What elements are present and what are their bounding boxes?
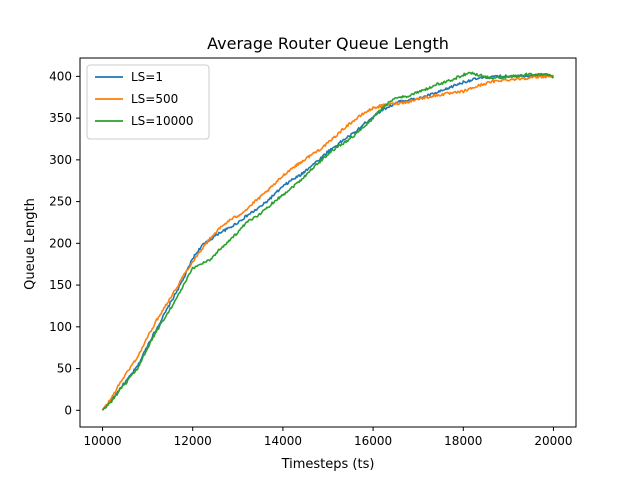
y-tick-label: 350	[49, 111, 72, 125]
series-line-2	[101, 74, 555, 411]
y-axis-label: Queue Length	[23, 198, 38, 290]
y-tick-label: 100	[49, 320, 72, 334]
y-tick-label: 200	[49, 236, 72, 250]
y-tick-label: 250	[49, 195, 72, 209]
x-tick-label: 12000	[174, 434, 212, 448]
x-tick-label: 16000	[354, 434, 392, 448]
legend-label: LS=500	[131, 92, 178, 106]
y-tick-label: 150	[49, 278, 72, 292]
legend: LS=1 LS=500 LS=10000	[86, 64, 210, 140]
x-tick-label: 18000	[444, 434, 482, 448]
y-tick-label: 300	[49, 153, 72, 167]
y-tick-label: 400	[49, 69, 72, 83]
series-line-3	[101, 71, 554, 411]
plot-frame	[79, 57, 577, 428]
x-tick-label: 20000	[534, 434, 572, 448]
legend-label: LS=10000	[131, 114, 194, 128]
x-tick-label: 10000	[83, 434, 121, 448]
y-tick-label: 0	[64, 403, 72, 417]
x-axis-label: Timesteps (ts)	[281, 457, 375, 472]
y-tick-label: 50	[57, 362, 72, 376]
series-line-1	[101, 73, 555, 411]
ticks-layer: 10000 12000 14000 16000 18000 20000 0 50 100 150 2…	[49, 69, 572, 448]
chart-title: Average Router Queue Length	[207, 34, 449, 53]
legend-label: LS=1	[131, 70, 163, 84]
x-tick-label: 14000	[264, 434, 302, 448]
series-layer	[101, 71, 555, 411]
axes-layer	[79, 57, 577, 428]
